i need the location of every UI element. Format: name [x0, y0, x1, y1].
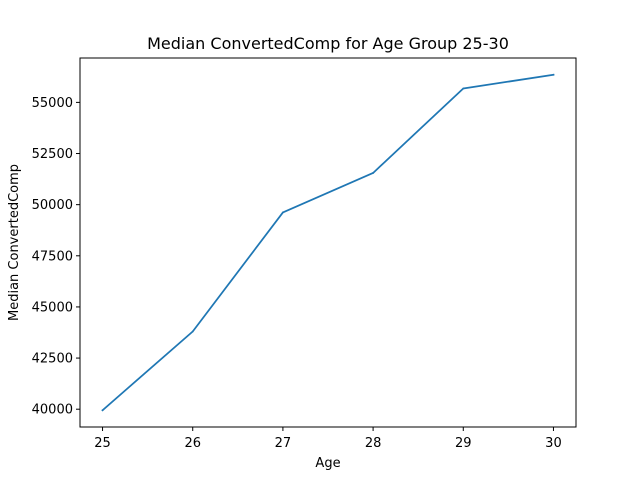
x-tick-label: 26	[184, 436, 201, 451]
x-tick-label: 30	[545, 436, 562, 451]
plot-area-frame	[79, 57, 577, 428]
series-layer	[101, 73, 555, 412]
chart-title: Median ConvertedComp for Age Group 25-30	[147, 34, 509, 53]
y-tick-label: 55000	[32, 96, 73, 111]
x-tick-label: 28	[365, 436, 382, 451]
y-tick-label: 42500	[32, 352, 73, 367]
data-point	[462, 87, 465, 90]
x-tick-label: 27	[275, 436, 292, 451]
series-line	[101, 73, 555, 412]
y-tick-label: 52500	[32, 147, 73, 162]
x-tick-label: 25	[94, 436, 111, 451]
data-point	[191, 330, 194, 333]
data-point	[282, 211, 284, 214]
y-tick-label: 45000	[32, 300, 73, 315]
y-tick-label: 47500	[32, 249, 73, 264]
x-axis-label: Age	[315, 456, 340, 471]
y-axis-label: Median ConvertedComp	[7, 164, 22, 321]
y-tick-label: 50000	[32, 198, 73, 213]
y-tick-label: 40000	[32, 403, 73, 418]
data-point	[552, 73, 555, 76]
data-point	[101, 409, 104, 412]
data-point	[372, 172, 374, 174]
x-tick-label: 29	[455, 436, 472, 451]
ticks-layer: 25 26 27 28 29 30 40000 42500 45000 47500 50000 525…	[32, 96, 562, 451]
